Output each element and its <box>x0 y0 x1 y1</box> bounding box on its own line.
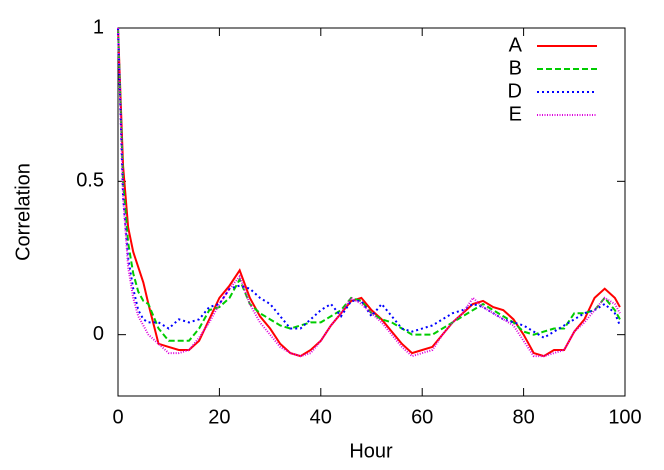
plot-border <box>117 27 626 397</box>
series-line <box>117 27 621 358</box>
series-line <box>117 27 621 342</box>
legend-label: B <box>509 57 522 79</box>
legend-label: E <box>509 103 522 125</box>
y-tick-label: 0.5 <box>76 170 104 192</box>
series-line <box>117 27 621 358</box>
x-tick-label: 20 <box>208 406 230 428</box>
legend-label: D <box>508 80 522 102</box>
x-tick-label: 60 <box>411 406 433 428</box>
y-axis-label: Correlation <box>12 163 34 261</box>
y-tick-label: 0 <box>93 323 104 345</box>
x-tick-label: 0 <box>112 406 123 428</box>
legend-label: A <box>509 34 523 56</box>
x-tick-label: 100 <box>608 406 641 428</box>
x-axis-label: Hour <box>349 440 393 462</box>
x-tick-label: 40 <box>310 406 332 428</box>
y-tick-label: 1 <box>93 16 104 38</box>
x-tick-label: 80 <box>512 406 534 428</box>
series-line <box>117 27 621 339</box>
